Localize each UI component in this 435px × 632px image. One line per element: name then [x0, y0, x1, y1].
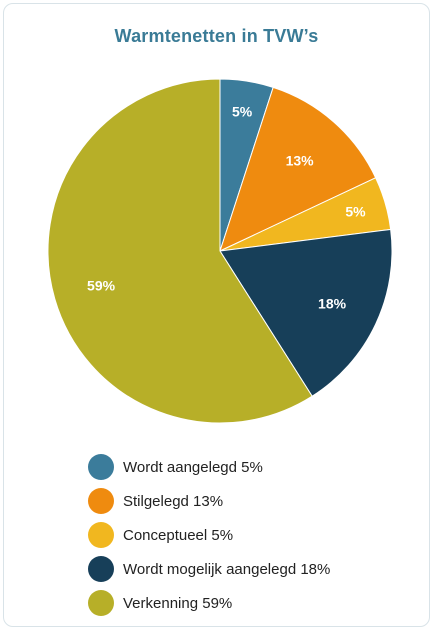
legend-item-wordt-mogelijk-aangelegd: Wordt mogelijk aangelegd 18% [88, 556, 418, 582]
legend-swatch-conceptueel [88, 522, 114, 548]
slice-label-verkenning: 59% [87, 278, 116, 294]
legend-swatch-stilgelegd [88, 488, 114, 514]
legend-label: Stilgelegd 13% [123, 492, 224, 510]
slice-label-stilgelegd: 13% [286, 153, 315, 169]
legend-label: Verkenning 59% [123, 594, 233, 612]
legend-item-stilgelegd: Stilgelegd 13% [88, 488, 418, 514]
legend: Wordt aangelegd 5% Stilgelegd 13% Concep… [88, 454, 418, 624]
pie-slice-verkenning [47, 78, 313, 424]
slice-label-conceptueel: 5% [345, 204, 366, 220]
legend-swatch-wordt-aangelegd [88, 454, 114, 480]
legend-swatch-wordt-mogelijk-aangelegd [88, 556, 114, 582]
slice-label-wordt-mogelijk-aangelegd: 18% [318, 296, 347, 312]
chart-title: Warmtenetten in TVW’s [114, 26, 319, 46]
legend-label: Wordt mogelijk aangelegd 18% [123, 560, 331, 578]
legend-item-verkenning: Verkenning 59% [88, 590, 418, 616]
pie-slice-wordt-mogelijk-aangelegd [219, 228, 393, 397]
legend-item-wordt-aangelegd: Wordt aangelegd 5% [88, 454, 418, 480]
legend-label: Conceptueel 5% [123, 526, 234, 544]
legend-item-conceptueel: Conceptueel 5% [88, 522, 418, 548]
slice-label-wordt-aangelegd: 5% [232, 104, 253, 120]
legend-label: Wordt aangelegd 5% [123, 458, 263, 476]
chart-card: Warmtenetten in TVW’s 5% 13% 5% 18% 59% Word… [3, 3, 430, 627]
pie-slice-stilgelegd [219, 86, 377, 252]
legend-swatch-verkenning [88, 590, 114, 616]
pie-chart: 5% 13% 5% 18% 59% [47, 78, 393, 424]
